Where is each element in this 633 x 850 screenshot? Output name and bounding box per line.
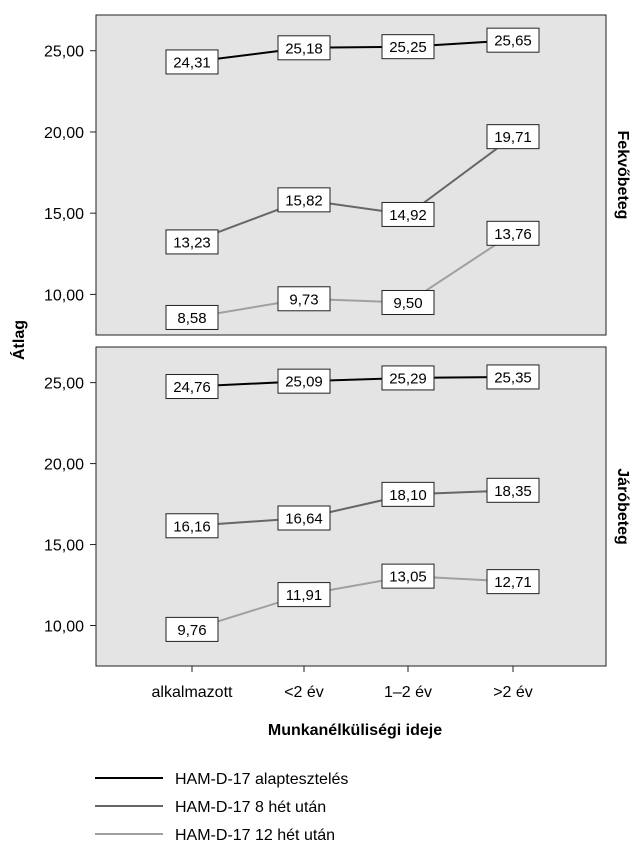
data-label-box <box>486 477 540 503</box>
y-tick-label: 20,00 <box>44 457 84 474</box>
panel-label: Fekvőbeteg <box>614 131 631 220</box>
data-label-box <box>277 187 331 213</box>
series-line <box>191 376 514 388</box>
legend-label: HAM-D-17 12 hét után <box>175 827 335 844</box>
data-label: 9,76 <box>177 622 206 639</box>
chart-panels: 10,00 15,00 20,00 25,00 Fekvőbeteg 24,31 25,18… <box>44 14 631 667</box>
data-label: 16,64 <box>285 510 323 527</box>
legend-label: HAM-D-17 8 hét után <box>175 799 326 816</box>
x-axis-title: Munkanélküliségi ideje <box>268 722 442 739</box>
y-tick-label: 10,00 <box>44 619 84 636</box>
data-label-box <box>486 124 540 150</box>
data-label: 25,09 <box>285 374 323 391</box>
x-axis-ticks: alkalmazott <2 év 1–2 év >2 év <box>152 666 533 701</box>
data-label: 25,25 <box>389 39 427 56</box>
data-label-box <box>277 368 331 394</box>
data-label: 13,05 <box>389 569 427 586</box>
panel-2: 10,00 15,00 20,00 25,00 Járóbeteg 24,76 25,09 2… <box>44 346 631 667</box>
data-label-box <box>381 481 435 507</box>
data-label: 24,31 <box>173 54 211 71</box>
data-label: 24,76 <box>173 379 211 396</box>
series-line <box>191 39 514 63</box>
data-label-box <box>486 27 540 53</box>
y-tick-label: 15,00 <box>44 206 84 223</box>
y-axis-title: Átlag <box>9 320 28 360</box>
data-label: 25,29 <box>389 370 427 387</box>
y-tick-label: 20,00 <box>44 125 84 142</box>
data-label-box <box>381 201 435 227</box>
data-label-box <box>277 35 331 61</box>
data-label: 18,10 <box>389 487 427 504</box>
data-label: 11,91 <box>286 587 322 604</box>
series-line <box>191 489 514 527</box>
data-label-box <box>486 220 540 246</box>
data-label-box <box>165 49 219 75</box>
x-tick-label: >2 év <box>493 684 533 701</box>
data-label-box <box>277 582 331 608</box>
data-label: 9,73 <box>289 291 318 308</box>
data-label-box <box>277 505 331 531</box>
data-label: 13,76 <box>494 226 532 243</box>
data-label-box <box>381 290 435 316</box>
y-tick-label: 15,00 <box>44 538 84 555</box>
data-label: 13,23 <box>173 234 211 251</box>
panel-label: Járóbeteg <box>614 468 631 544</box>
data-label-box <box>381 563 435 589</box>
x-tick-label: 1–2 év <box>384 684 432 701</box>
x-tick-label: <2 év <box>284 684 324 701</box>
data-label-box <box>165 374 219 400</box>
y-tick-label: 25,00 <box>44 376 84 393</box>
y-tick-label: 25,00 <box>44 44 84 61</box>
data-label: 16,16 <box>173 518 211 535</box>
data-label-box <box>381 34 435 60</box>
data-label: 8,58 <box>177 310 206 327</box>
data-label: 25,65 <box>494 33 532 50</box>
y-tick-label: 10,00 <box>44 287 84 304</box>
data-label-box <box>165 513 219 539</box>
data-label-box <box>486 569 540 595</box>
series-line <box>191 575 514 631</box>
data-label: 15,82 <box>285 192 323 209</box>
panel-1: 10,00 15,00 20,00 25,00 Fekvőbeteg 24,31 25,18… <box>44 14 631 336</box>
series-line <box>191 135 514 243</box>
data-label-box <box>165 304 219 330</box>
data-label: 19,71 <box>494 129 532 146</box>
legend-label: HAM-D-17 alaptesztelés <box>175 771 348 788</box>
data-label-box <box>277 286 331 312</box>
data-label: 25,35 <box>494 369 532 386</box>
x-tick-label: alkalmazott <box>152 684 233 701</box>
data-label-box <box>381 365 435 391</box>
legend: HAM-D-17 alaptesztelés HAM-D-17 8 hét utá… <box>95 771 348 844</box>
data-label: 18,35 <box>494 483 532 500</box>
series-line <box>191 232 514 319</box>
data-label: 14,92 <box>389 207 427 224</box>
data-label: 12,71 <box>494 574 532 591</box>
data-label-box <box>486 364 540 390</box>
data-label: 9,50 <box>393 295 422 312</box>
data-label: 25,18 <box>285 40 323 57</box>
data-label-box <box>165 229 219 255</box>
data-label-box <box>165 616 219 642</box>
